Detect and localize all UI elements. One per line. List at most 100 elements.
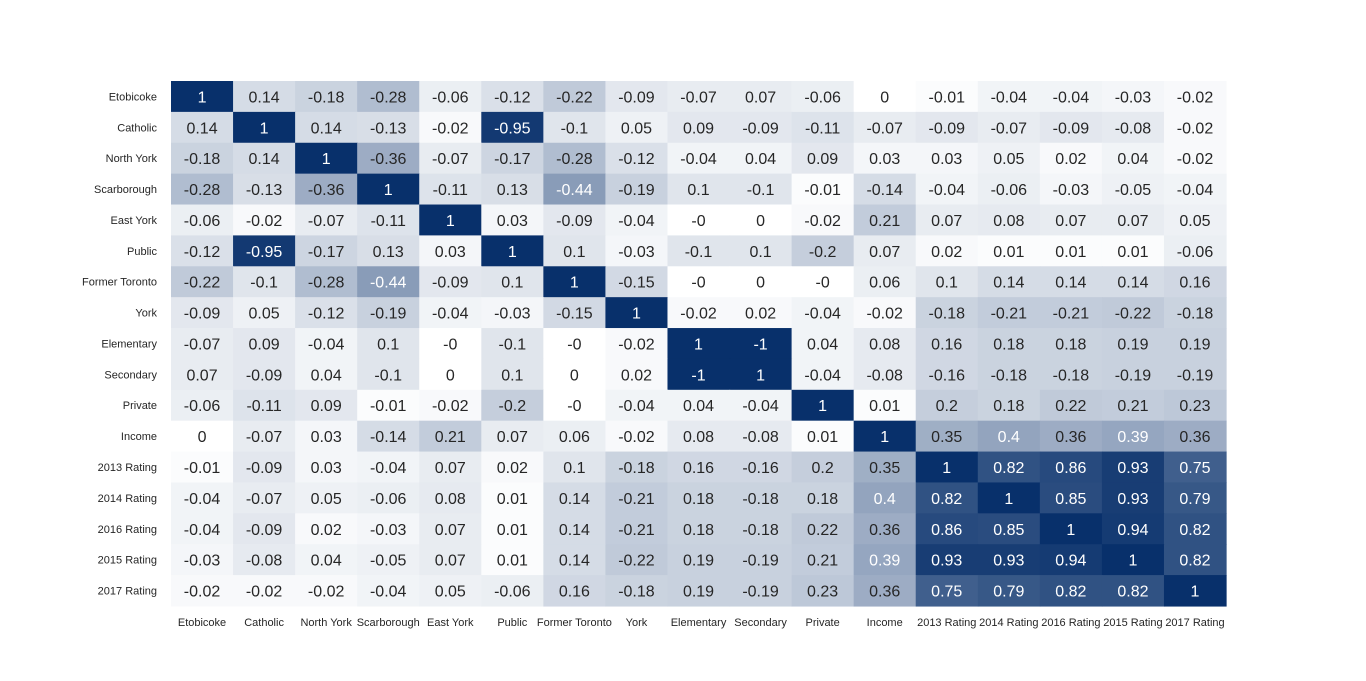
cell-value-label: 0.14 [559,491,590,508]
cell-value-label: -0.28 [370,89,407,106]
heatmap-cell [667,451,731,484]
cell-value-label: -0.19 [618,182,655,199]
cell-value-label: 0.14 [993,275,1024,292]
cell-value-label: -0 [443,336,457,353]
cell-value-label: 0.18 [993,398,1024,415]
heatmap-cell [1101,328,1165,360]
cell-value-label: 1 [942,460,951,477]
x-tick-label: Catholic [244,617,284,629]
cell-value-label: 0.03 [869,151,900,168]
y-tick-label: Former Toronto [82,277,157,289]
heatmap-cell [667,111,731,144]
heatmap-cell [605,420,669,453]
heatmap-cell [667,389,731,422]
cell-value-label: -0.07 [184,336,221,353]
cell-value-label: -0.04 [991,89,1028,106]
cell-value-label: 0.82 [1179,553,1210,570]
cell-value-label: -0.21 [618,522,655,539]
heatmap-cell [543,81,607,113]
cell-value-label: 0.23 [807,584,838,601]
cell-value-label: 0.85 [993,522,1024,539]
cell-value-label: 0.86 [1055,460,1086,477]
heatmap-cell [419,111,482,144]
y-tick-label: Scarborough [94,184,157,196]
cell-value-label: -0.02 [1177,151,1214,168]
heatmap-cell [481,389,544,422]
heatmap-cell [357,420,420,453]
heatmap-cell [1163,544,1227,576]
y-tick-label: Elementary [101,338,157,350]
heatmap-cell [1163,451,1227,484]
y-tick-label: 2016 Rating [98,524,157,536]
heatmap-cell [419,173,482,206]
cell-value-label: 0.01 [869,398,900,415]
cell-value-label: 0.18 [993,336,1024,353]
cell-value-label: 0.39 [1117,429,1148,446]
cell-value-label: -0 [816,275,830,292]
cell-value-label: -0.04 [432,306,469,323]
heatmap-cell [915,358,979,391]
cell-value-label: 0.93 [1117,491,1148,508]
heatmap-cell [543,111,607,144]
heatmap-cell [295,297,358,329]
heatmap-cell [729,81,793,113]
cell-value-label: 0.03 [931,151,962,168]
cell-value-label: 0.21 [435,429,466,446]
cell-value-label: -0.44 [370,275,407,292]
cell-value-label: 0.14 [249,151,280,168]
heatmap-cell [853,173,917,206]
heatmap-cell [977,513,1041,545]
heatmap-cell [791,328,855,360]
heatmap-cell [481,544,544,576]
cell-value-label: 0.1 [936,275,958,292]
cell-value-label: -0.07 [308,213,345,230]
cell-value-label: 0.86 [931,522,962,539]
cell-value-label: -0.04 [370,584,407,601]
cell-value-label: 0.16 [931,336,962,353]
cell-value-label: -0.09 [246,460,283,477]
heatmap-cell [419,81,482,113]
cell-value-label: 0.07 [931,213,962,230]
cell-value-label: -0.18 [308,89,345,106]
heatmap-cell [233,81,296,113]
cell-value-label: 0.05 [621,120,652,137]
heatmap-cell [605,266,669,298]
cell-value-label: 0.07 [869,244,900,261]
heatmap-cell [171,204,234,236]
heatmap-cell [791,513,855,545]
cell-value-label: -0.09 [1053,120,1090,137]
y-tick-label: 2017 Rating [98,586,157,598]
y-tick-label: Etobicoke [109,91,157,103]
heatmap-cell [915,142,979,175]
cell-value-label: -0.04 [308,336,345,353]
cell-value-label: -0.1 [747,182,775,199]
heatmap-cell [357,111,420,144]
heatmap-cell [605,297,669,329]
heatmap-cell [853,266,917,298]
heatmap-cell [357,575,420,607]
cell-value-label: 0.13 [373,244,404,261]
heatmap-cell [481,420,544,453]
cell-value-label: -0.1 [561,120,589,137]
heatmap-cell [295,513,358,545]
cell-value-label: 0.04 [745,151,776,168]
cell-value-label: -0.12 [618,151,655,168]
heatmap-cell [667,544,731,576]
cell-value-label: 0.1 [501,367,523,384]
heatmap-cell [791,235,855,267]
y-tick-label: Catholic [117,122,157,134]
heatmap-cell [1039,328,1103,360]
cell-value-label: -0.02 [246,584,283,601]
heatmap-cell [605,204,669,236]
cell-value-label: 0.06 [869,275,900,292]
cell-value-label: 0.03 [311,429,342,446]
cell-value-label: 0.04 [683,398,714,415]
y-tick-label: East York [111,215,158,227]
heatmap-cell [729,389,793,422]
heatmap-cell [419,451,482,484]
x-tick-label: Secondary [734,617,787,629]
heatmap-cell [1039,389,1103,422]
heatmap-cell [853,482,917,514]
heatmap-cell [667,482,731,514]
x-tick-label: Former Toronto [537,617,612,629]
